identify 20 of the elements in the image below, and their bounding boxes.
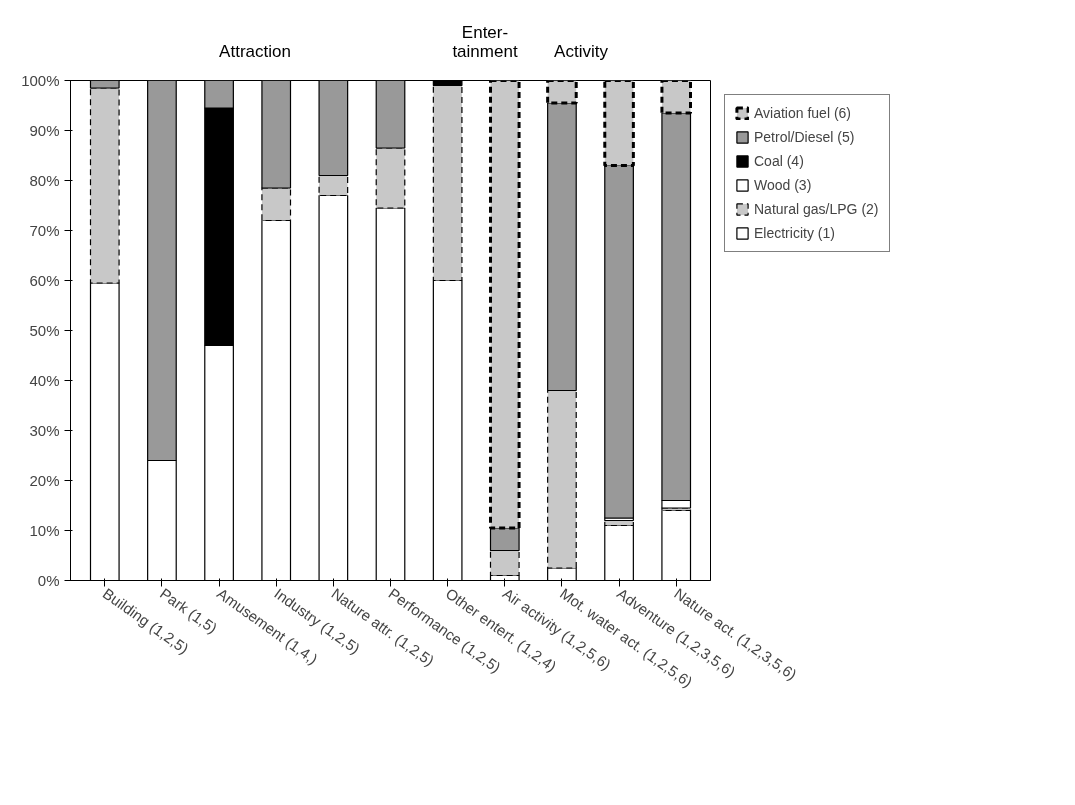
legend-label: Natural gas/LPG (2) <box>754 201 879 217</box>
y-tick-label: 20% <box>29 472 60 489</box>
legend-label: Electricity (1) <box>754 225 835 241</box>
y-tick-label: 90% <box>29 122 60 139</box>
legend-label: Wood (3) <box>754 177 812 193</box>
y-tick-label: 60% <box>29 272 60 289</box>
y-tick-label: 50% <box>29 322 60 339</box>
y-tick-label: 100% <box>21 72 60 89</box>
y-tick-label: 40% <box>29 372 60 389</box>
legend-label: Coal (4) <box>754 153 804 169</box>
text: Enter- tainment <box>452 23 518 61</box>
y-tick-label: 80% <box>29 172 60 189</box>
y-tick-label: 70% <box>29 222 60 239</box>
y-tick-label: 30% <box>29 422 60 439</box>
legend-label: Aviation fuel (6) <box>754 105 852 121</box>
text: Activity <box>554 42 608 61</box>
legend-label: Petrol/Diesel (5) <box>754 129 855 145</box>
y-tick-label: 0% <box>37 572 60 589</box>
y-tick-label: 10% <box>29 522 60 539</box>
text: Attraction <box>219 42 291 61</box>
